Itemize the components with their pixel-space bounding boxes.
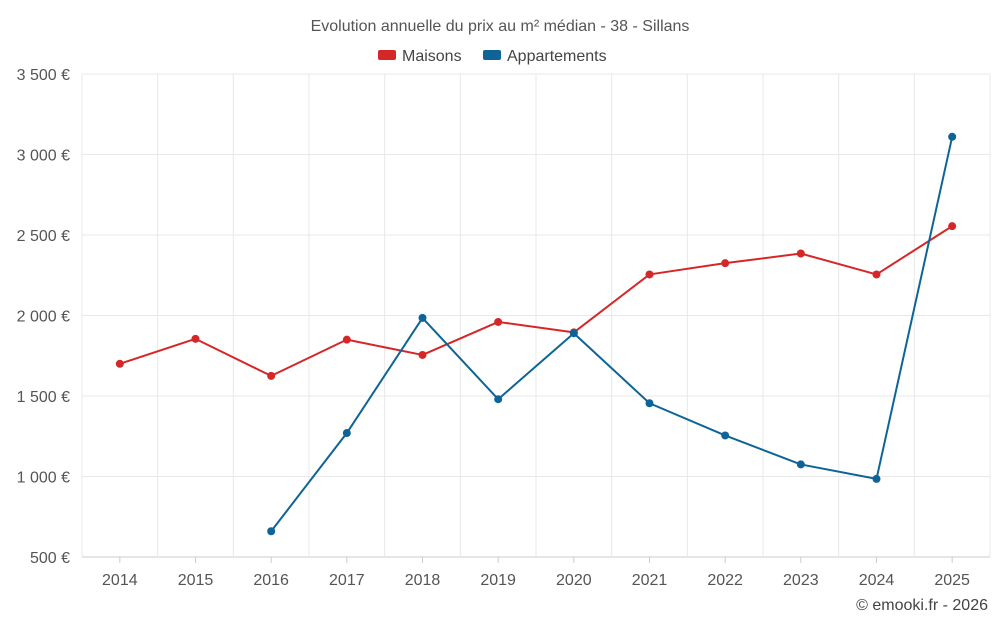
data-point-appartements[interactable] [721,431,730,440]
data-point-appartements[interactable] [569,329,578,338]
data-point-appartements[interactable] [796,460,805,469]
series-line-appartements [270,136,954,532]
series-layer [115,132,957,536]
data-point-maisons[interactable] [342,335,351,344]
credit-text: © emooki.fr - 2026 [856,597,988,614]
data-point-maisons[interactable] [418,350,427,359]
y-tick-label: 2 500 € [17,228,70,245]
chart-title: Evolution annuelle du prix au m² médian … [311,18,690,35]
legend: Maisons Appartements [378,48,607,65]
x-tick-label: 2024 [859,572,895,589]
legend-swatch-maisons[interactable] [378,50,396,60]
data-point-maisons[interactable] [645,270,654,279]
x-axis: 2014 2015 2016 2017 2018 2019 2020 2021 2022 2023… [102,557,970,589]
data-point-maisons[interactable] [191,334,200,343]
data-point-appartements[interactable] [267,527,276,536]
series-line-maisons [119,225,953,377]
x-tick-label: 2021 [632,572,668,589]
x-tick-label: 2022 [707,572,743,589]
grid [81,73,991,558]
data-point-appartements[interactable] [645,399,654,408]
legend-label-maisons[interactable]: Maisons [402,48,462,65]
x-tick-label: 2014 [102,572,138,589]
x-tick-label: 2020 [556,572,592,589]
data-point-appartements[interactable] [494,395,503,404]
x-tick-label: 2023 [783,572,819,589]
data-point-appartements[interactable] [418,313,427,322]
data-point-appartements[interactable] [872,474,881,483]
y-tick-label: 3 000 € [17,148,70,165]
data-point-maisons[interactable] [267,371,276,380]
data-point-maisons[interactable] [872,270,881,279]
data-point-maisons[interactable] [494,317,503,326]
x-tick-label: 2025 [934,572,970,589]
y-tick-label: 1 000 € [17,470,70,487]
x-tick-label: 2016 [253,572,289,589]
y-tick-label: 2 000 € [17,309,70,326]
y-tick-label: 500 € [30,550,70,567]
x-tick-label: 2017 [329,572,365,589]
y-tick-label: 3 500 € [17,67,70,84]
y-axis: 500 € 1 000 € 1 500 € 2 000 € 2 500 € 3 000 €… [17,67,70,567]
legend-label-appartements[interactable]: Appartements [507,48,607,65]
legend-swatch-appartements[interactable] [483,50,501,60]
data-point-maisons[interactable] [948,222,957,231]
y-tick-label: 1 500 € [17,389,70,406]
data-point-maisons[interactable] [721,259,730,268]
x-tick-label: 2019 [480,572,516,589]
data-point-appartements[interactable] [948,132,957,141]
x-tick-label: 2015 [178,572,214,589]
data-point-maisons[interactable] [115,359,124,368]
data-point-maisons[interactable] [796,249,805,258]
x-tick-label: 2018 [405,572,441,589]
data-point-appartements[interactable] [342,429,351,438]
